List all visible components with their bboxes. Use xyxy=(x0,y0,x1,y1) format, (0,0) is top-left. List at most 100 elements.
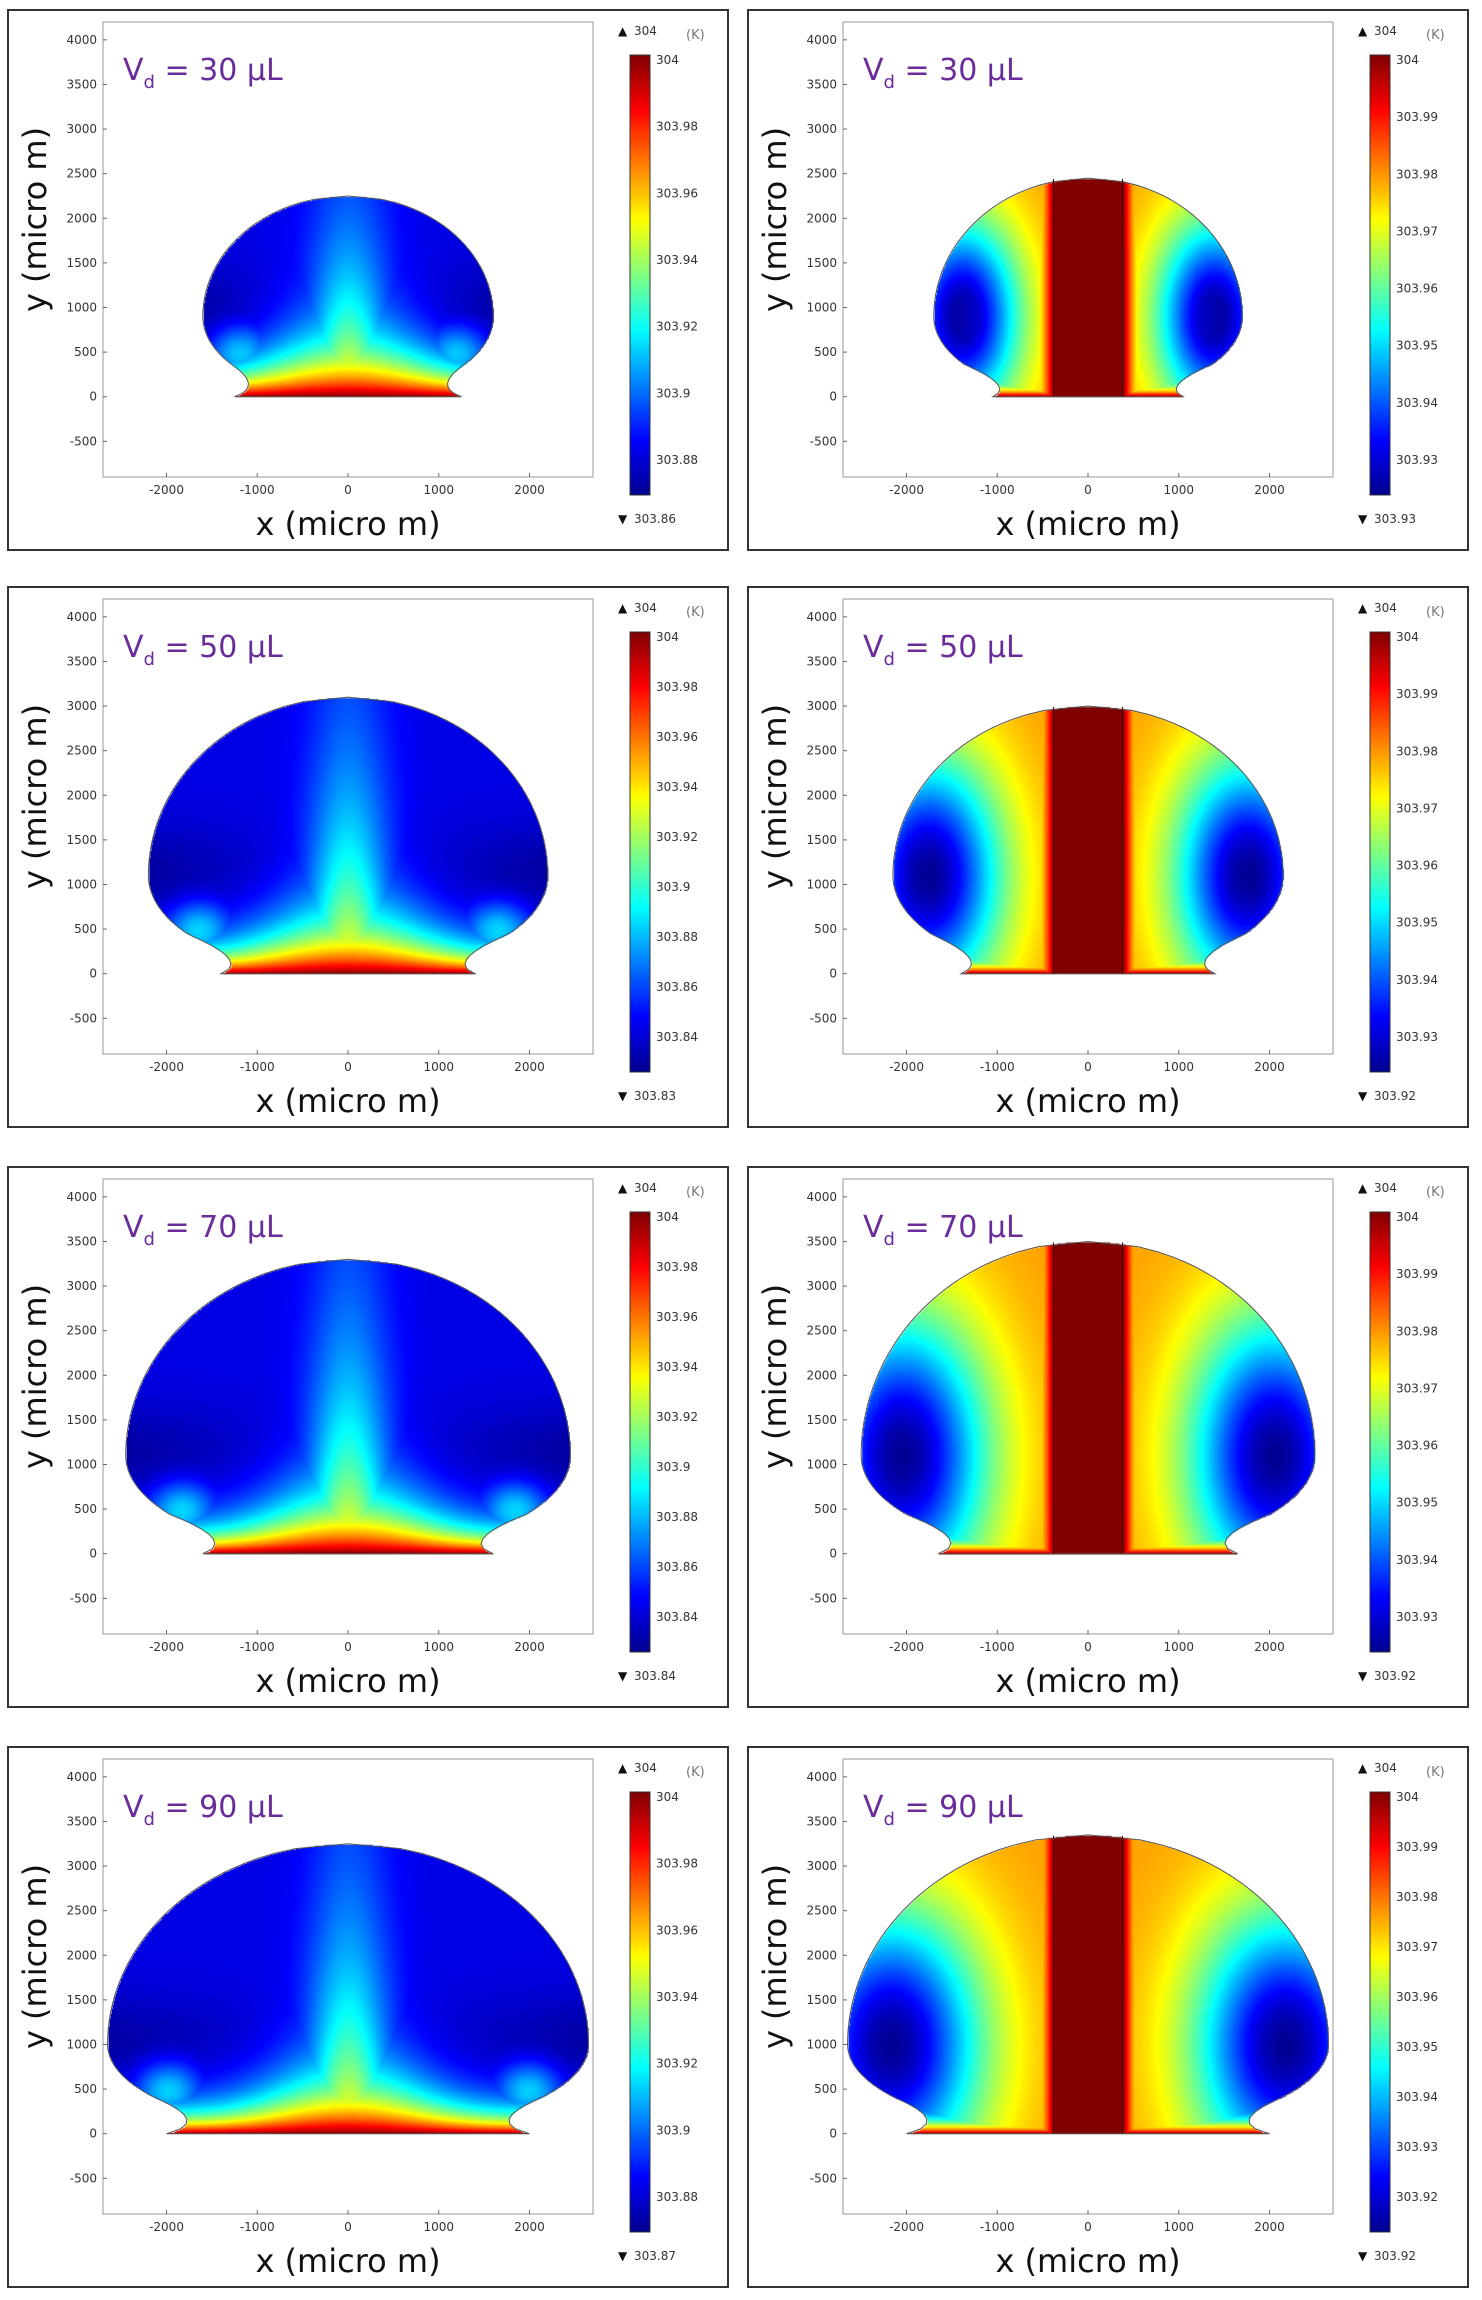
y-tick-label: 3500 xyxy=(66,1234,97,1248)
colorbar-tick-label: 303.95 xyxy=(1396,1496,1438,1510)
y-tick-label: 500 xyxy=(814,345,837,359)
y-tick-label: 0 xyxy=(89,2127,97,2141)
y-tick-label: 1000 xyxy=(806,1457,837,1471)
y-tick-label: -500 xyxy=(810,1011,837,1025)
temperature-field xyxy=(892,706,1285,977)
colorbar-max-label: 304 xyxy=(1374,1181,1397,1195)
y-tick-label: 3000 xyxy=(66,122,97,136)
heatmap-panel: -2000 -1000 0 1000 2000 -500 0 500 1000 1500 2000 2… xyxy=(747,586,1469,1128)
colorbar-tick-label: 303.99 xyxy=(1396,1840,1438,1854)
temperature-field xyxy=(861,1241,1318,1556)
colorbar-max-label: 304 xyxy=(634,24,657,38)
x-tick-label: 0 xyxy=(1084,1640,1092,1654)
colorbar-tick-label: 303.98 xyxy=(1396,1324,1438,1338)
y-tick-label: 0 xyxy=(829,967,837,981)
colorbar-unit: (K) xyxy=(686,1185,705,1200)
y-tick-label: 4000 xyxy=(806,1770,837,1784)
volume-label: Vd = 50 μL xyxy=(863,630,1023,670)
x-tick-label: 2000 xyxy=(1254,2220,1285,2234)
colorbar-tick-label: 303.96 xyxy=(1396,1439,1438,1453)
y-tick-label: -500 xyxy=(810,1591,837,1605)
x-tick-label: 1000 xyxy=(1163,1640,1194,1654)
x-tick-label: 1000 xyxy=(423,483,454,497)
volume-label: Vd = 30 μL xyxy=(863,53,1023,93)
heatmap-panel: -2000 -1000 0 1000 2000 -500 0 500 1000 1500 2000 2… xyxy=(747,9,1469,551)
y-tick-label: 2500 xyxy=(806,744,837,758)
y-tick-label: 0 xyxy=(89,390,97,404)
colorbar-unit: (K) xyxy=(686,28,705,43)
x-tick-label: -1000 xyxy=(980,1060,1015,1074)
x-tick-label: 2000 xyxy=(514,483,545,497)
colorbar-min-label: 303.86 xyxy=(634,512,676,526)
colorbar-tick-label: 304 xyxy=(656,630,679,644)
y-tick-label: -500 xyxy=(70,1011,97,1025)
x-axis-label: x (micro m) xyxy=(995,1662,1180,1700)
colorbar-unit: (K) xyxy=(1426,1185,1445,1200)
colorbar-min-label: 303.93 xyxy=(1374,512,1416,526)
heatmap-panel: -2000 -1000 0 1000 2000 -500 0 500 1000 1500 2000 2… xyxy=(7,1746,729,2288)
colorbar-tick-label: 303.94 xyxy=(1396,1553,1438,1567)
y-axis-label: y (micro m) xyxy=(756,127,794,312)
colorbar-min-arrow-icon: ▼ xyxy=(618,1669,628,1683)
colorbar-tick-label: 303.88 xyxy=(656,1510,698,1524)
colorbar-tick-label: 303.97 xyxy=(1396,1940,1438,1954)
colorbar-unit: (K) xyxy=(1426,28,1445,43)
x-tick-label: -2000 xyxy=(149,2220,184,2234)
x-tick-label: 2000 xyxy=(1254,483,1285,497)
y-tick-label: 500 xyxy=(74,1502,97,1516)
colorbar-tick-label: 303.92 xyxy=(656,1410,698,1424)
temperature-field xyxy=(148,697,550,977)
colorbar-tick-label: 303.86 xyxy=(656,1560,698,1574)
colorbar-min-arrow-icon: ▼ xyxy=(1358,1669,1368,1683)
y-tick-label: 2500 xyxy=(806,167,837,181)
x-tick-label: -2000 xyxy=(889,1640,924,1654)
colorbar-tick-label: 303.98 xyxy=(1396,167,1438,181)
colorbar xyxy=(629,54,651,496)
x-axis-label: x (micro m) xyxy=(255,505,440,543)
y-tick-label: -500 xyxy=(810,2171,837,2185)
x-tick-label: 1000 xyxy=(423,1060,454,1074)
colorbar-tick-label: 303.94 xyxy=(1396,2090,1438,2104)
colorbar-max-label: 304 xyxy=(1374,1761,1397,1775)
x-tick-label: 2000 xyxy=(514,2220,545,2234)
x-tick-label: 2000 xyxy=(1254,1640,1285,1654)
y-tick-label: 1500 xyxy=(806,833,837,847)
x-tick-label: 0 xyxy=(1084,483,1092,497)
colorbar-tick-label: 303.94 xyxy=(656,780,698,794)
y-tick-label: 3000 xyxy=(806,699,837,713)
heatmap-panel: -2000 -1000 0 1000 2000 -500 0 500 1000 1500 2000 2… xyxy=(7,1166,729,1708)
temperature-field xyxy=(107,1843,591,2136)
colorbar-tick-label: 303.95 xyxy=(1396,339,1438,353)
colorbar-tick-label: 303.84 xyxy=(656,1030,698,1044)
x-tick-label: 0 xyxy=(344,483,352,497)
y-tick-label: 500 xyxy=(74,922,97,936)
droplet-outline xyxy=(860,1240,1316,1555)
y-tick-label: 1000 xyxy=(66,877,97,891)
y-tick-label: 1000 xyxy=(66,2037,97,2051)
x-tick-label: 0 xyxy=(1084,2220,1092,2234)
colorbar-tick-label: 303.96 xyxy=(656,186,698,200)
temperature-field xyxy=(847,1834,1331,2136)
y-tick-label: 2000 xyxy=(66,1948,97,1962)
y-tick-label: 500 xyxy=(814,2082,837,2096)
y-tick-label: 2000 xyxy=(66,211,97,225)
colorbar-tick-label: 303.9 xyxy=(656,386,690,400)
colorbar-tick-label: 303.94 xyxy=(656,253,698,267)
colorbar-tick-label: 303.96 xyxy=(656,1923,698,1937)
y-tick-label: 3500 xyxy=(66,77,97,91)
colorbar xyxy=(629,1791,651,2233)
x-tick-label: 1000 xyxy=(423,1640,454,1654)
x-tick-label: -1000 xyxy=(240,483,275,497)
y-tick-label: 4000 xyxy=(806,1190,837,1204)
y-tick-label: 500 xyxy=(74,345,97,359)
colorbar-tick-label: 303.96 xyxy=(656,730,698,744)
x-axis-label: x (micro m) xyxy=(255,2242,440,2280)
y-tick-label: 0 xyxy=(829,390,837,404)
colorbar xyxy=(1369,1211,1391,1653)
y-tick-label: 4000 xyxy=(66,1770,97,1784)
colorbar-tick-label: 303.92 xyxy=(656,830,698,844)
colorbar-tick-label: 303.96 xyxy=(1396,282,1438,296)
y-tick-label: 4000 xyxy=(66,33,97,47)
y-tick-label: -500 xyxy=(70,2171,97,2185)
x-tick-label: 1000 xyxy=(1163,483,1194,497)
